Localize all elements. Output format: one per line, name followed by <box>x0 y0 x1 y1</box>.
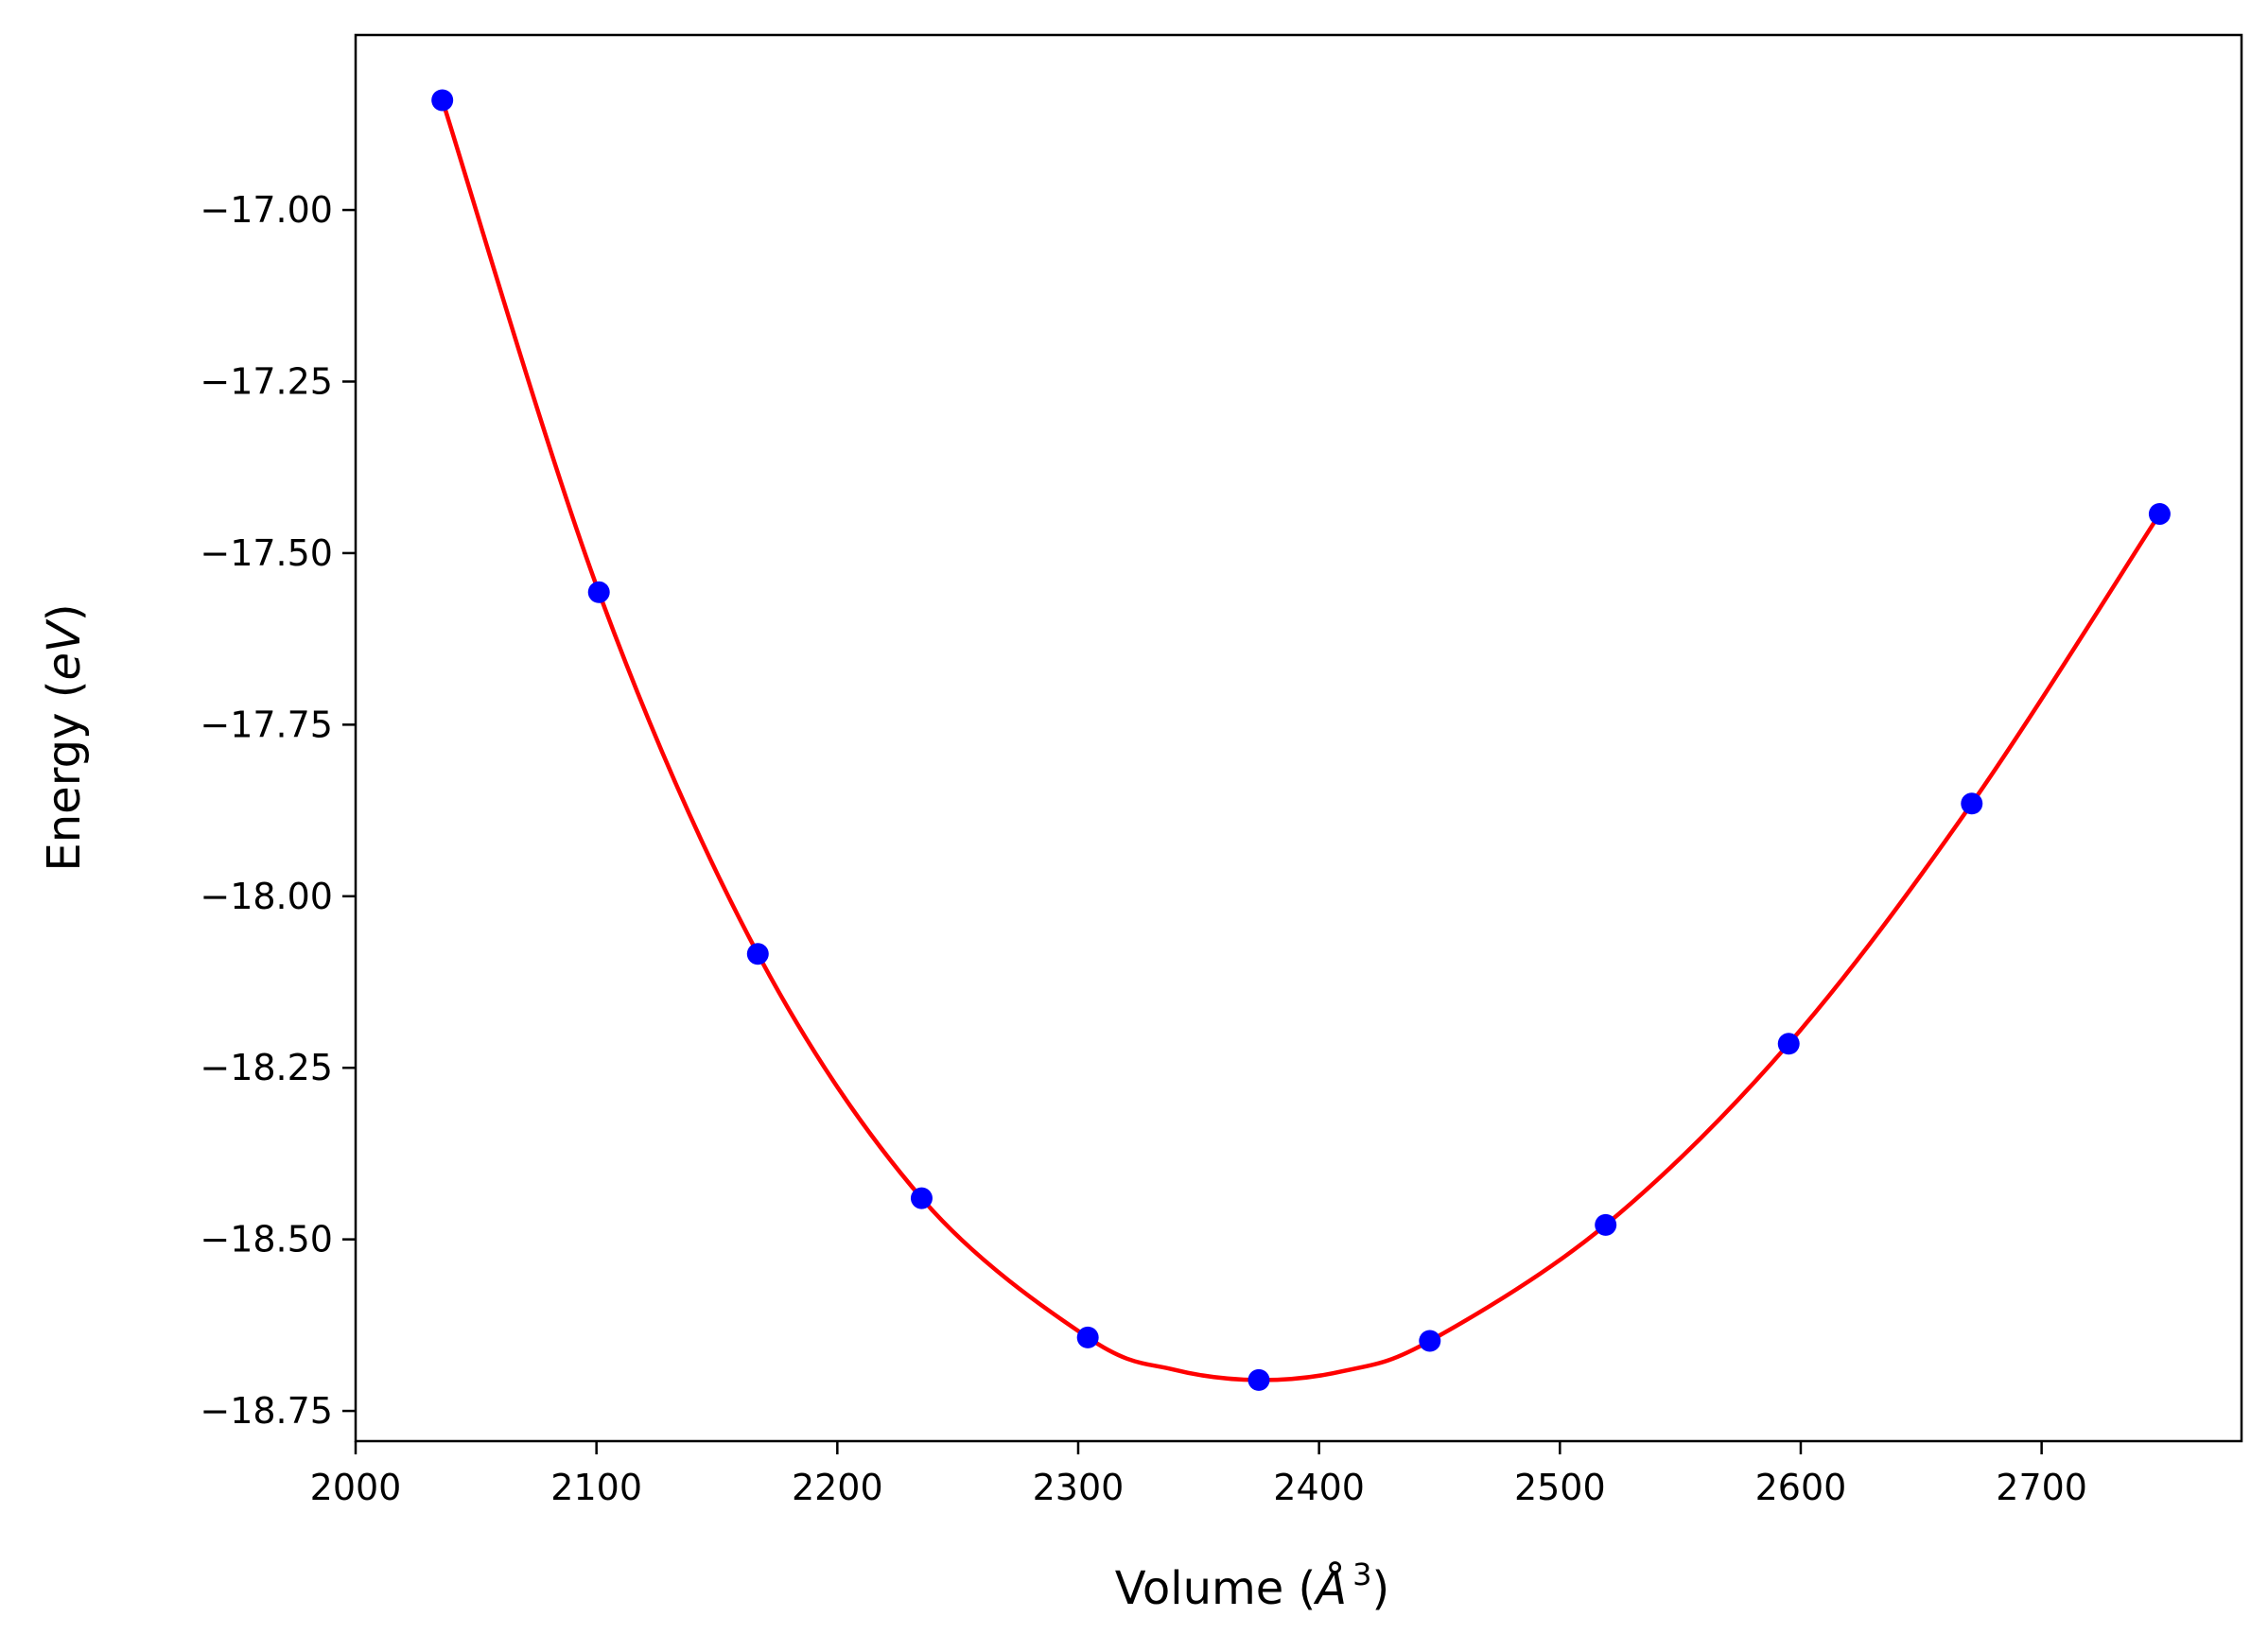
x-tick-label: 2000 <box>310 1467 402 1508</box>
y-axis-label-text: Energy ( <box>38 681 91 872</box>
y-axis-label: Energy (eV) <box>38 603 91 871</box>
y-axis: −17.00 −17.25 −17.50 −17.75 −18.00 −18.25 −18.… <box>200 189 356 1432</box>
x-axis-label-text: Volume ( <box>1115 1562 1317 1615</box>
y-tick-label: −17.50 <box>200 532 333 574</box>
plot-frame <box>354 33 2243 1443</box>
x-tick-label: 2100 <box>550 1467 642 1508</box>
y-tick-label: −18.00 <box>200 876 333 917</box>
fit-curve-line <box>440 99 2162 1382</box>
data-point <box>1419 1330 1441 1352</box>
data-point <box>1247 1368 1270 1391</box>
x-axis-label-unit: Å <box>1313 1561 1347 1615</box>
data-point <box>2148 503 2171 526</box>
y-axis-label-unit: eV <box>38 618 91 681</box>
y-tick-label: −17.75 <box>200 704 333 745</box>
x-tick-label: 2500 <box>1514 1467 1606 1508</box>
x-axis: 2000 2100 2200 2300 2400 2500 2600 2700 <box>310 1441 2087 1508</box>
x-tick-label: 2400 <box>1273 1467 1365 1508</box>
data-point <box>1777 1033 1800 1055</box>
data-point <box>587 581 610 603</box>
y-tick-label: −18.50 <box>200 1219 333 1261</box>
data-point <box>1076 1326 1099 1348</box>
y-tick-label: −17.00 <box>200 189 333 231</box>
x-tick-label: 2600 <box>1755 1467 1847 1508</box>
data-point <box>746 943 769 965</box>
x-tick-label: 2700 <box>1996 1467 2087 1508</box>
y-tick-label: −18.25 <box>200 1047 333 1088</box>
x-tick-label: 2200 <box>792 1467 883 1508</box>
y-axis-label-close: ) <box>38 603 91 621</box>
data-point <box>1961 792 1983 815</box>
x-axis-label: Volume (Å 3) <box>1115 1556 1389 1615</box>
y-tick-label: −18.75 <box>200 1390 333 1432</box>
x-axis-label-exponent: 3 <box>1352 1556 1371 1592</box>
x-tick-label: 2300 <box>1033 1467 1125 1508</box>
plot-area <box>431 89 2171 1391</box>
y-tick-label: −17.25 <box>200 360 333 402</box>
data-point <box>910 1187 933 1209</box>
data-point <box>1595 1213 1617 1236</box>
data-point <box>431 89 454 112</box>
x-axis-label-close: ) <box>1371 1562 1389 1615</box>
